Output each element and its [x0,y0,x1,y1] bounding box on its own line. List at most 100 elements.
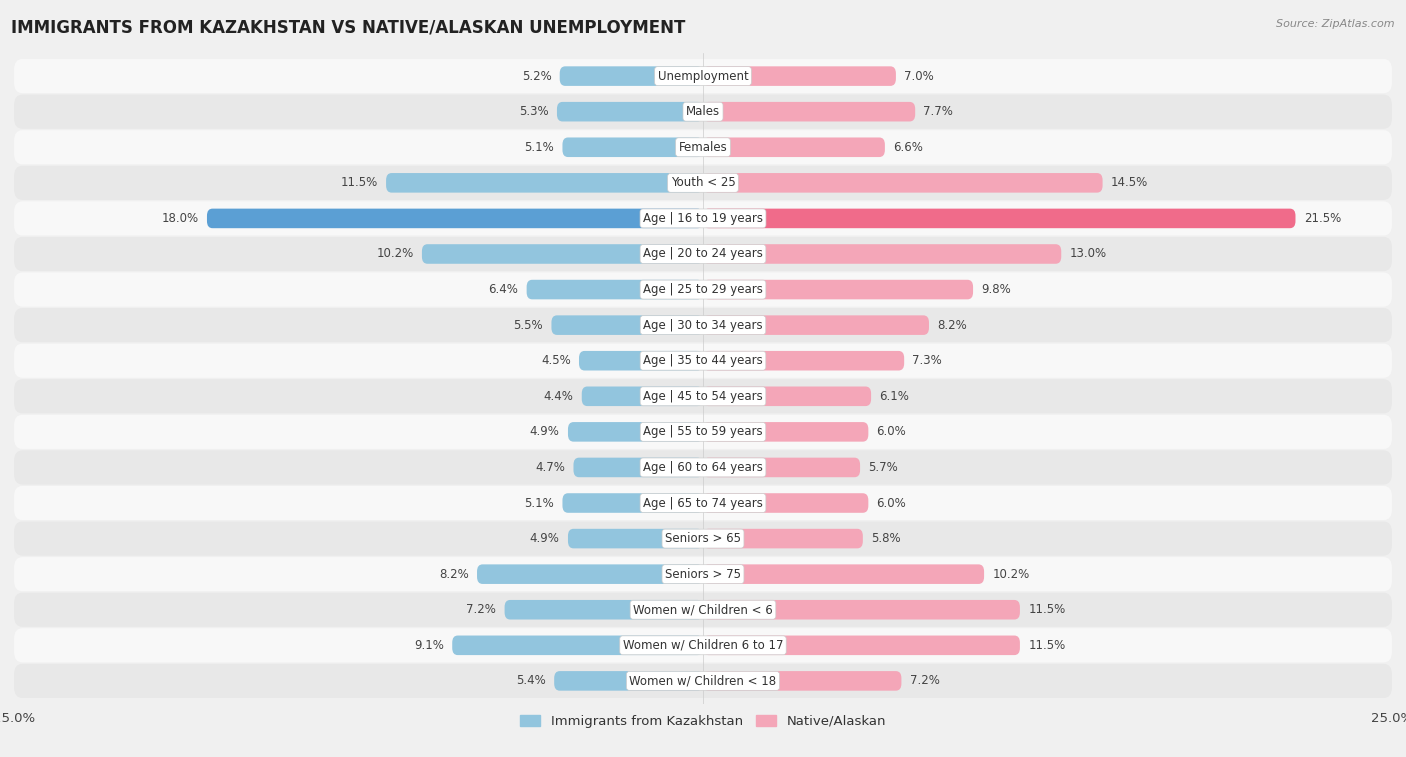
Text: 5.5%: 5.5% [513,319,543,332]
Text: 18.0%: 18.0% [162,212,198,225]
FancyBboxPatch shape [562,138,703,157]
FancyBboxPatch shape [703,494,869,512]
Text: Youth < 25: Youth < 25 [671,176,735,189]
FancyBboxPatch shape [557,102,703,121]
Text: 5.4%: 5.4% [516,674,546,687]
Text: 6.4%: 6.4% [488,283,519,296]
Text: 10.2%: 10.2% [993,568,1029,581]
Text: 8.2%: 8.2% [938,319,967,332]
Text: Age | 35 to 44 years: Age | 35 to 44 years [643,354,763,367]
Text: 11.5%: 11.5% [1028,639,1066,652]
Text: 5.7%: 5.7% [869,461,898,474]
Text: 8.2%: 8.2% [439,568,468,581]
Text: Women w/ Children 6 to 17: Women w/ Children 6 to 17 [623,639,783,652]
FancyBboxPatch shape [703,671,901,690]
Text: 7.0%: 7.0% [904,70,934,83]
Text: 6.0%: 6.0% [876,497,907,509]
FancyBboxPatch shape [703,67,896,86]
Text: 4.4%: 4.4% [544,390,574,403]
FancyBboxPatch shape [14,59,1392,93]
FancyBboxPatch shape [560,67,703,86]
FancyBboxPatch shape [703,351,904,370]
FancyBboxPatch shape [14,201,1392,235]
Text: Seniors > 65: Seniors > 65 [665,532,741,545]
FancyBboxPatch shape [703,138,884,157]
Text: 5.1%: 5.1% [524,497,554,509]
FancyBboxPatch shape [703,209,1295,228]
FancyBboxPatch shape [14,344,1392,378]
Text: 7.2%: 7.2% [910,674,939,687]
Text: 9.8%: 9.8% [981,283,1011,296]
FancyBboxPatch shape [14,628,1392,662]
Text: 5.8%: 5.8% [872,532,901,545]
Text: Age | 55 to 59 years: Age | 55 to 59 years [643,425,763,438]
Legend: Immigrants from Kazakhstan, Native/Alaskan: Immigrants from Kazakhstan, Native/Alask… [515,709,891,734]
FancyBboxPatch shape [14,308,1392,342]
FancyBboxPatch shape [703,245,1062,263]
FancyBboxPatch shape [14,237,1392,271]
FancyBboxPatch shape [579,351,703,370]
Text: Age | 16 to 19 years: Age | 16 to 19 years [643,212,763,225]
FancyBboxPatch shape [14,166,1392,200]
Text: Age | 20 to 24 years: Age | 20 to 24 years [643,248,763,260]
Text: 5.2%: 5.2% [522,70,551,83]
Text: Age | 65 to 74 years: Age | 65 to 74 years [643,497,763,509]
Text: Source: ZipAtlas.com: Source: ZipAtlas.com [1277,19,1395,29]
Text: 13.0%: 13.0% [1070,248,1107,260]
FancyBboxPatch shape [477,565,703,584]
FancyBboxPatch shape [387,173,703,192]
Text: 5.3%: 5.3% [519,105,548,118]
FancyBboxPatch shape [703,280,973,299]
FancyBboxPatch shape [14,379,1392,413]
FancyBboxPatch shape [14,273,1392,307]
FancyBboxPatch shape [551,316,703,335]
FancyBboxPatch shape [453,636,703,655]
Text: 6.0%: 6.0% [876,425,907,438]
FancyBboxPatch shape [14,95,1392,129]
Text: Males: Males [686,105,720,118]
FancyBboxPatch shape [703,636,1019,655]
Text: 11.5%: 11.5% [1028,603,1066,616]
Text: 14.5%: 14.5% [1111,176,1149,189]
Text: 6.6%: 6.6% [893,141,922,154]
Text: 10.2%: 10.2% [377,248,413,260]
FancyBboxPatch shape [14,664,1392,698]
Text: 4.5%: 4.5% [541,354,571,367]
Text: 7.7%: 7.7% [924,105,953,118]
Text: Age | 30 to 34 years: Age | 30 to 34 years [643,319,763,332]
FancyBboxPatch shape [703,529,863,548]
Text: 4.9%: 4.9% [530,425,560,438]
Text: 7.3%: 7.3% [912,354,942,367]
Text: Women w/ Children < 6: Women w/ Children < 6 [633,603,773,616]
Text: Age | 60 to 64 years: Age | 60 to 64 years [643,461,763,474]
Text: Age | 45 to 54 years: Age | 45 to 54 years [643,390,763,403]
Text: 21.5%: 21.5% [1303,212,1341,225]
FancyBboxPatch shape [554,671,703,690]
FancyBboxPatch shape [703,102,915,121]
FancyBboxPatch shape [568,529,703,548]
FancyBboxPatch shape [14,415,1392,449]
Text: Women w/ Children < 18: Women w/ Children < 18 [630,674,776,687]
FancyBboxPatch shape [422,245,703,263]
FancyBboxPatch shape [703,173,1102,192]
FancyBboxPatch shape [703,316,929,335]
FancyBboxPatch shape [14,450,1392,484]
FancyBboxPatch shape [14,557,1392,591]
Text: Seniors > 75: Seniors > 75 [665,568,741,581]
Text: Age | 25 to 29 years: Age | 25 to 29 years [643,283,763,296]
FancyBboxPatch shape [582,387,703,406]
Text: Females: Females [679,141,727,154]
Text: 7.2%: 7.2% [467,603,496,616]
FancyBboxPatch shape [703,387,872,406]
FancyBboxPatch shape [703,458,860,477]
Text: 4.7%: 4.7% [536,461,565,474]
FancyBboxPatch shape [207,209,703,228]
FancyBboxPatch shape [14,593,1392,627]
Text: 9.1%: 9.1% [415,639,444,652]
Text: 5.1%: 5.1% [524,141,554,154]
FancyBboxPatch shape [574,458,703,477]
Text: Unemployment: Unemployment [658,70,748,83]
FancyBboxPatch shape [568,422,703,441]
FancyBboxPatch shape [14,522,1392,556]
FancyBboxPatch shape [505,600,703,619]
